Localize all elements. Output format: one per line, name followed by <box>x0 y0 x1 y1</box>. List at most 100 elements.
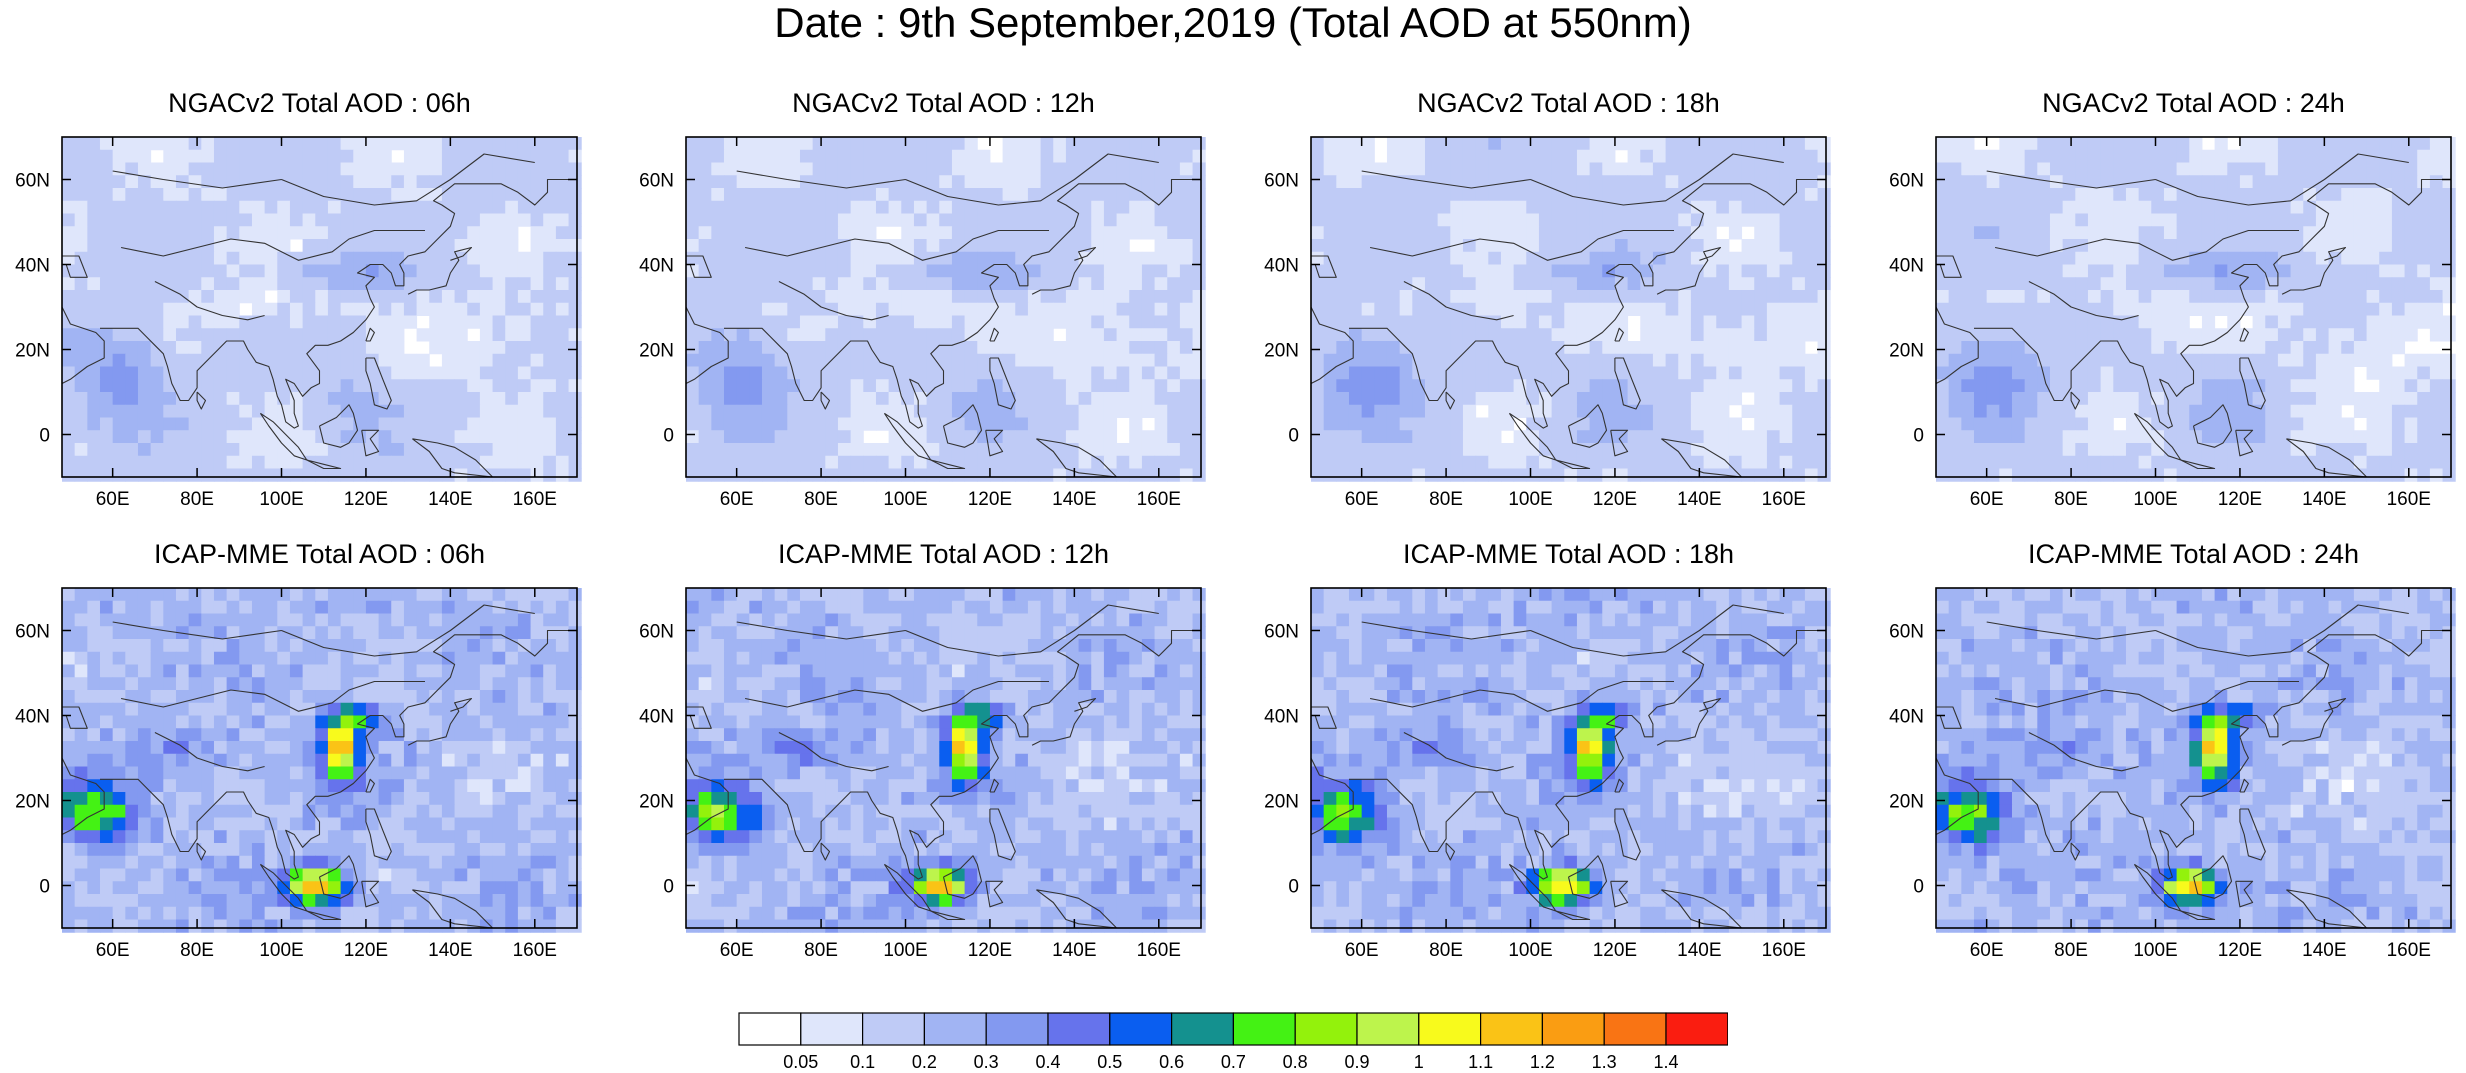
aod-grid-cell <box>1653 316 1666 329</box>
aod-grid-cell <box>775 137 788 150</box>
aod-grid-cell <box>1311 277 1324 290</box>
aod-grid-cell <box>87 137 100 150</box>
aod-grid-cell <box>2354 163 2367 176</box>
aod-grid-cell <box>787 379 800 392</box>
aod-grid-cell <box>417 201 430 214</box>
aod-grid-cell <box>1767 418 1780 431</box>
aod-grid-cell <box>1066 456 1079 469</box>
aod-grid-cell <box>2227 367 2240 380</box>
aod-grid-cell <box>2126 163 2139 176</box>
aod-grid-cell <box>914 214 927 227</box>
aod-grid-cell <box>62 626 75 639</box>
aod-grid-cell <box>227 367 240 380</box>
aod-grid-cell <box>379 163 392 176</box>
aod-grid-cell <box>404 379 417 392</box>
aod-grid-cell <box>1780 379 1793 392</box>
aod-grid-cell <box>1767 252 1780 265</box>
aod-grid-cell <box>686 150 699 163</box>
aod-grid-cell <box>1311 175 1324 188</box>
aod-grid-cell <box>1704 188 1717 201</box>
aod-grid-cell <box>876 418 889 431</box>
aod-grid-cell <box>265 150 278 163</box>
aod-grid-cell <box>2443 137 2456 150</box>
aod-grid-cell <box>876 456 889 469</box>
aod-grid-cell <box>341 150 354 163</box>
aod-grid-cell <box>2088 443 2101 456</box>
aod-grid-cell <box>379 665 392 678</box>
aod-grid-cell <box>1336 150 1349 163</box>
aod-grid-cell <box>2417 405 2430 418</box>
aod-grid-cell <box>201 588 214 601</box>
aod-grid-cell <box>1742 265 1755 278</box>
aod-grid-cell <box>2012 354 2025 367</box>
aod-grid-cell <box>1999 379 2012 392</box>
aod-grid-cell <box>1949 418 1962 431</box>
aod-grid-cell <box>2379 367 2392 380</box>
aod-grid-cell <box>927 341 940 354</box>
aod-grid-cell <box>2177 430 2190 443</box>
aod-grid-cell <box>417 265 430 278</box>
aod-grid-cell <box>480 677 493 690</box>
lon-tick-label: 60E <box>1970 489 2004 510</box>
aod-grid-cell <box>901 469 914 482</box>
aod-grid-cell <box>2215 290 2228 303</box>
aod-grid-cell <box>543 226 556 239</box>
aod-grid-cell <box>1640 239 1653 252</box>
aod-grid-cell <box>1041 265 1054 278</box>
aod-grid-cell <box>1400 328 1413 341</box>
aod-grid-cell <box>990 175 1003 188</box>
aod-grid-cell <box>1949 354 1962 367</box>
aod-grid-cell <box>442 354 455 367</box>
aod-grid-cell <box>939 277 952 290</box>
aod-grid-cell <box>1780 392 1793 405</box>
aod-grid-cell <box>2189 354 2202 367</box>
aod-grid-cell <box>1129 367 1142 380</box>
aod-grid-cell <box>863 379 876 392</box>
aod-grid-cell <box>2367 367 2380 380</box>
aod-grid-cell <box>1691 430 1704 443</box>
aod-grid-cell <box>1066 163 1079 176</box>
aod-grid-cell <box>2240 379 2253 392</box>
aod-grid-cell <box>2417 150 2430 163</box>
aod-grid-cell <box>914 303 927 316</box>
aod-grid-cell <box>2151 226 2164 239</box>
aod-grid-cell <box>303 456 316 469</box>
aod-grid-cell <box>1488 265 1501 278</box>
aod-grid-cell <box>353 601 366 614</box>
aod-grid-cell <box>1488 405 1501 418</box>
aod-grid-cell <box>851 469 864 482</box>
aod-grid-cell <box>737 379 750 392</box>
aod-grid-cell <box>1949 175 1962 188</box>
aod-grid-cell <box>927 163 940 176</box>
aod-grid-cell <box>2303 405 2316 418</box>
aod-grid-cell <box>2240 150 2253 163</box>
aod-grid-cell <box>1602 405 1615 418</box>
aod-grid-cell <box>939 163 952 176</box>
aod-grid-cell <box>1602 341 1615 354</box>
aod-grid-cell <box>825 201 838 214</box>
aod-grid-cell <box>87 614 100 627</box>
aod-grid-cell <box>977 163 990 176</box>
aod-grid-cell <box>328 137 341 150</box>
aod-grid-cell <box>2139 405 2152 418</box>
aod-grid-cell <box>1193 430 1206 443</box>
aod-grid-cell <box>543 341 556 354</box>
aod-grid-cell <box>1129 392 1142 405</box>
aod-grid-cell <box>1324 456 1337 469</box>
aod-grid-cell <box>239 150 252 163</box>
aod-grid-cell <box>1628 163 1641 176</box>
aod-grid-cell <box>1818 252 1831 265</box>
aod-grid-cell <box>531 639 544 652</box>
aod-grid-cell <box>2316 418 2329 431</box>
aod-grid-cell <box>138 588 151 601</box>
aod-grid-cell <box>775 443 788 456</box>
aod-grid-cell <box>1041 201 1054 214</box>
aod-grid-cell <box>353 588 366 601</box>
aod-grid-cell <box>1463 188 1476 201</box>
aod-grid-cell <box>1142 328 1155 341</box>
aod-grid-cell <box>366 703 379 716</box>
aod-grid-cell <box>518 303 531 316</box>
aod-grid-cell <box>939 303 952 316</box>
aod-grid-cell <box>480 290 493 303</box>
aod-grid-cell <box>2151 354 2164 367</box>
